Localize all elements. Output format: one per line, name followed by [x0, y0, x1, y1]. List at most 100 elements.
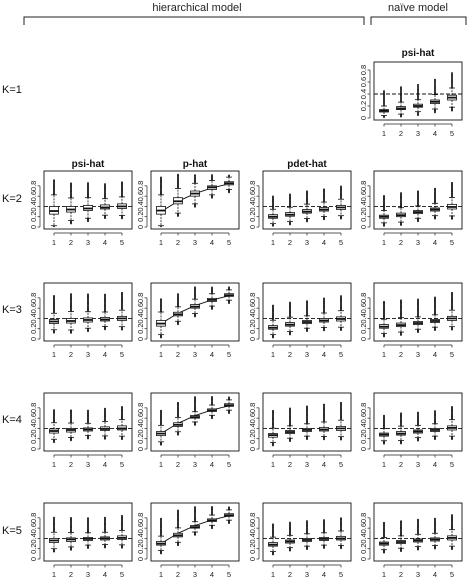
y-tick-label: 0.2: [359, 433, 368, 443]
x-tick-label: 3: [416, 238, 420, 247]
box-3: [190, 506, 200, 536]
x-tick-label: 1: [52, 238, 56, 247]
y-tick-label: 0.4: [248, 201, 257, 211]
box-4: [100, 516, 110, 549]
outlier-point: [451, 109, 453, 112]
outlier-point: [121, 405, 123, 408]
outlier-point: [400, 520, 402, 523]
box-4: [319, 297, 329, 332]
outlier-point: [160, 517, 162, 520]
outlier-point: [400, 115, 402, 118]
y-tick-label: 0.8: [29, 513, 38, 523]
outlier-point: [451, 514, 453, 516]
y-tick-label: 0.2: [29, 433, 38, 443]
box-2: [173, 509, 183, 547]
box-5: [447, 72, 457, 112]
box-1: [156, 409, 166, 446]
outlier-point: [70, 332, 72, 334]
outlier-point: [400, 550, 402, 553]
y-tick-label: 0: [359, 116, 368, 120]
outlier-point: [121, 438, 123, 440]
outlier-point: [228, 174, 230, 177]
y-tick-label: 0.6: [248, 303, 257, 313]
outlier-point: [211, 527, 213, 530]
outlier-point: [53, 331, 55, 334]
panel-frame: [373, 170, 463, 230]
x-tick-label: 3: [416, 460, 420, 469]
x-tick-label: 4: [103, 570, 107, 578]
y-tick-label: 0: [248, 557, 257, 561]
box-3: [413, 518, 423, 551]
row-label-k5: K=5: [2, 525, 22, 537]
panel-frame: [262, 170, 352, 230]
x-tick-label: 3: [305, 460, 309, 469]
x-tick-label: 1: [52, 460, 56, 469]
x-tick-label: 5: [120, 460, 124, 469]
x-tick-label: 2: [399, 238, 403, 247]
box-5: [224, 174, 234, 194]
y-tick-label: 0.8: [29, 293, 38, 303]
x-tick-label: 1: [382, 129, 386, 138]
outlier-point: [383, 116, 385, 119]
box-3: [302, 190, 312, 223]
outlier-point: [211, 505, 213, 508]
y-tick-label: 0.6: [248, 413, 257, 423]
y-tick-label: 0.8: [248, 513, 257, 523]
box-1: [268, 304, 278, 339]
outlier-point: [228, 191, 230, 194]
y-tick-label: 0.8: [248, 181, 257, 191]
outlier-point: [272, 195, 274, 198]
x-tick-label: 3: [86, 570, 90, 578]
y-tick-label: 0.8: [248, 403, 257, 413]
y-tick-label: 0.4: [248, 423, 257, 433]
box-4: [430, 517, 440, 550]
x-tick-label: 4: [322, 238, 326, 247]
outlier-point: [228, 396, 230, 399]
box-3: [413, 83, 423, 117]
outlier-point: [211, 308, 213, 310]
x-tick-label: 3: [416, 129, 420, 138]
y-tick-label: 0.8: [136, 293, 145, 303]
outlier-point: [177, 401, 179, 404]
panel-psi-K3: 0 0.20.40.60.8 1 2 3 4 5: [29, 282, 133, 359]
outlier-point: [104, 407, 106, 410]
x-tick-label: 3: [305, 350, 309, 359]
outlier-point: [194, 534, 196, 536]
box-3: [83, 182, 93, 223]
box-2: [66, 516, 76, 551]
outlier-point: [104, 328, 106, 331]
y-tick-label: 0.6: [359, 303, 368, 313]
x-tick-label: 4: [210, 350, 214, 359]
box-1: [379, 521, 389, 554]
box-5: [224, 286, 234, 305]
outlier-point: [160, 176, 162, 179]
box-3: [190, 286, 200, 318]
outlier-point: [340, 517, 342, 520]
y-tick-label: 0.6: [359, 523, 368, 533]
x-tick-label: 1: [159, 460, 163, 469]
outlier-point: [451, 72, 453, 74]
outlier-point: [121, 328, 123, 331]
box-2: [173, 293, 183, 326]
row-label-k4: K=4: [2, 414, 22, 426]
x-tick-label: 5: [227, 238, 231, 247]
outlier-point: [121, 546, 123, 549]
outlier-point: [289, 440, 291, 443]
panel-pdet-K5: 0 0.20.40.60.8 1 2 3 4 5: [248, 502, 352, 578]
outlier-point: [417, 518, 419, 521]
box-2: [285, 301, 295, 336]
panel-psi-K2: 0 0.20.40.60.8 1 2 3 4 5: [29, 170, 133, 247]
panel-frame: [262, 502, 352, 562]
outlier-point: [177, 433, 179, 436]
x-tick-label: 1: [159, 570, 163, 578]
outlier-point: [383, 521, 385, 524]
outlier-point: [434, 296, 436, 299]
box-4: [430, 296, 440, 332]
outlier-point: [228, 286, 230, 289]
outlier-point: [340, 295, 342, 297]
y-tick-label: 0: [359, 557, 368, 561]
outlier-point: [451, 438, 453, 440]
outlier-point: [194, 174, 196, 177]
outlier-point: [70, 439, 72, 442]
x-tick-label: 2: [288, 350, 292, 359]
